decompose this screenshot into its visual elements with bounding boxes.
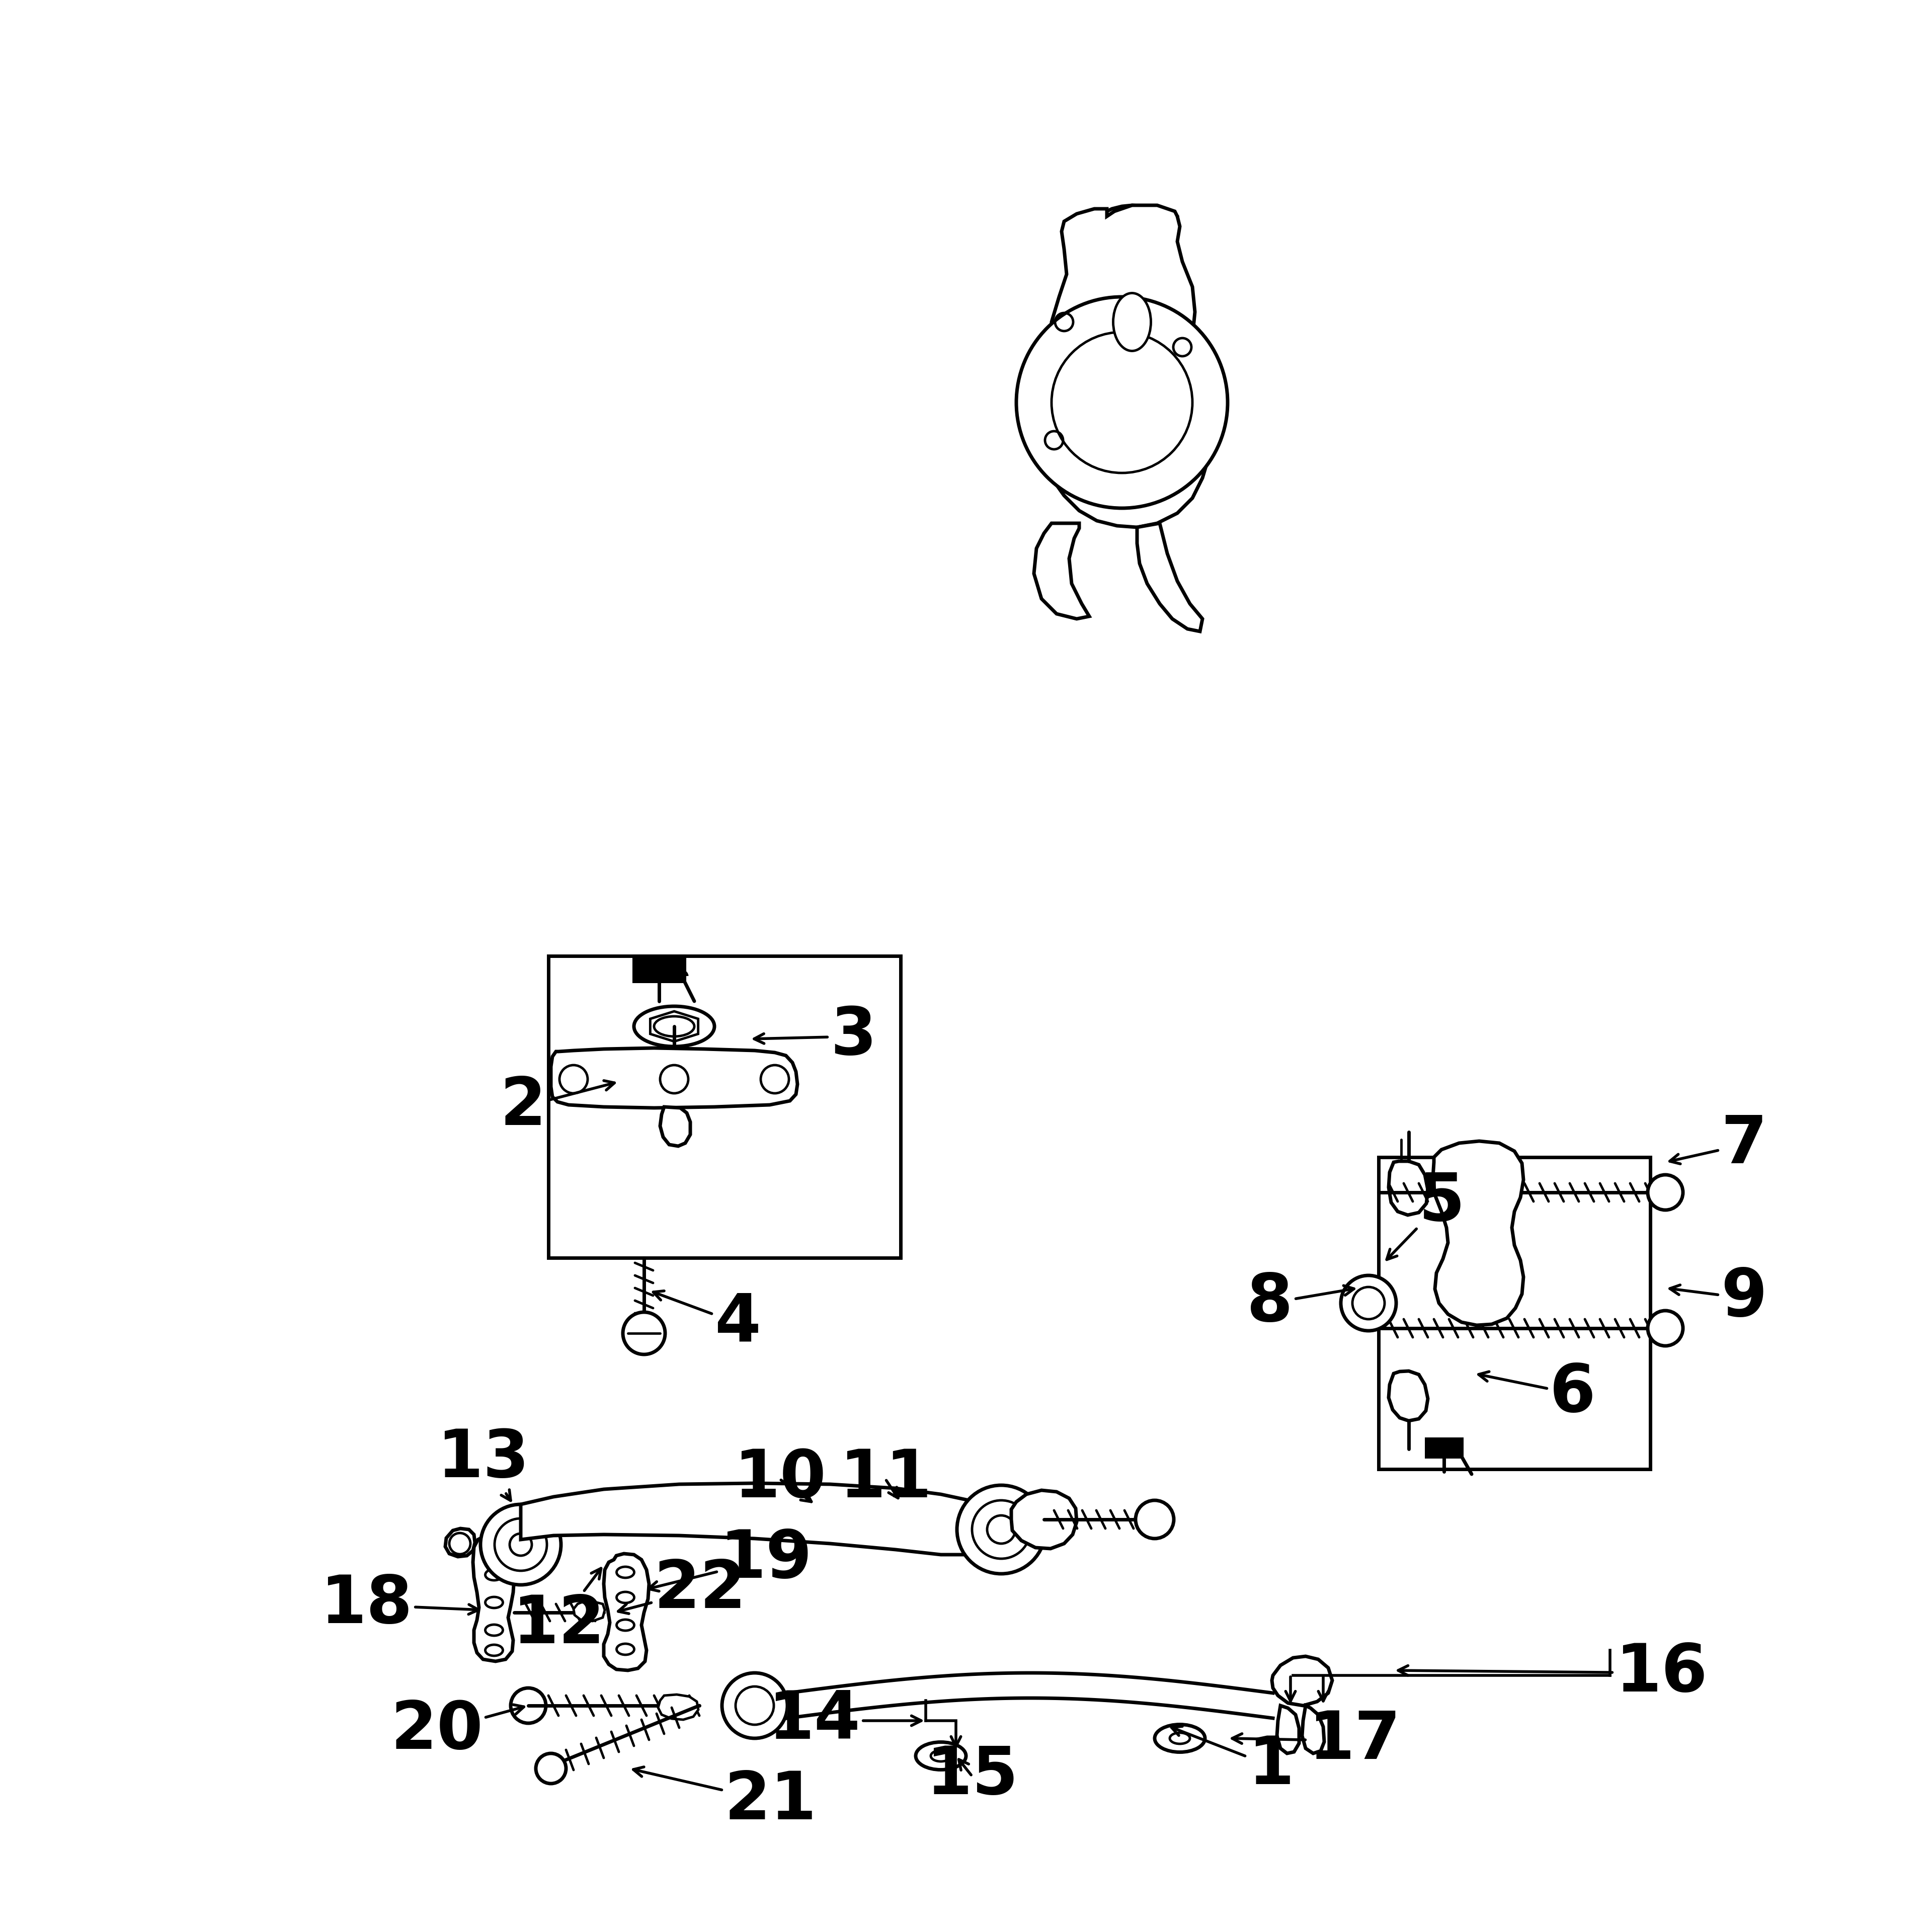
Text: 21: 21 <box>634 1768 817 1833</box>
Ellipse shape <box>634 1007 715 1047</box>
Polygon shape <box>1138 524 1202 632</box>
Polygon shape <box>1107 205 1177 232</box>
Text: 14: 14 <box>767 1689 922 1752</box>
Text: 17: 17 <box>1233 1710 1401 1774</box>
Text: 3: 3 <box>753 1005 877 1068</box>
Polygon shape <box>659 1694 697 1719</box>
Polygon shape <box>661 1107 690 1146</box>
Polygon shape <box>574 1602 605 1621</box>
Bar <box>1379 1157 1650 1468</box>
Polygon shape <box>522 1484 1014 1555</box>
Circle shape <box>723 1673 788 1739</box>
Text: 16: 16 <box>1399 1640 1708 1704</box>
Circle shape <box>1648 1175 1683 1209</box>
Circle shape <box>761 1065 788 1094</box>
Polygon shape <box>1389 1372 1428 1420</box>
Circle shape <box>560 1065 587 1094</box>
Text: 15: 15 <box>925 1745 1018 1808</box>
Circle shape <box>1136 1501 1175 1538</box>
Text: 12: 12 <box>512 1569 605 1658</box>
Ellipse shape <box>1113 294 1151 352</box>
Text: 1: 1 <box>1171 1727 1294 1799</box>
Polygon shape <box>603 1553 649 1671</box>
Circle shape <box>622 1312 665 1354</box>
Text: 5: 5 <box>1387 1171 1464 1260</box>
Circle shape <box>510 1689 547 1723</box>
Ellipse shape <box>916 1743 966 1770</box>
Polygon shape <box>1034 524 1090 618</box>
Circle shape <box>956 1486 1045 1575</box>
Text: 19: 19 <box>649 1528 811 1592</box>
Polygon shape <box>1271 1656 1333 1706</box>
Circle shape <box>661 1065 688 1094</box>
Circle shape <box>535 1754 566 1783</box>
Polygon shape <box>551 1047 798 1107</box>
Polygon shape <box>444 1528 475 1557</box>
Text: 13: 13 <box>437 1428 529 1501</box>
Text: 7: 7 <box>1669 1113 1768 1177</box>
Text: 6: 6 <box>1478 1362 1596 1426</box>
Text: 8: 8 <box>1246 1271 1354 1335</box>
Text: 9: 9 <box>1669 1265 1768 1329</box>
Polygon shape <box>473 1534 514 1662</box>
Bar <box>549 956 900 1258</box>
Polygon shape <box>1043 205 1213 527</box>
Ellipse shape <box>1155 1725 1206 1752</box>
Text: 11: 11 <box>838 1447 931 1511</box>
Text: 18: 18 <box>321 1573 479 1636</box>
Polygon shape <box>1010 1490 1076 1549</box>
Polygon shape <box>1434 1142 1524 1325</box>
Circle shape <box>1016 298 1227 508</box>
Text: 4: 4 <box>653 1291 761 1354</box>
Circle shape <box>1341 1275 1397 1331</box>
Text: 10: 10 <box>734 1447 827 1511</box>
Circle shape <box>1648 1310 1683 1347</box>
Text: 20: 20 <box>390 1698 524 1762</box>
Text: 22: 22 <box>618 1557 746 1621</box>
Circle shape <box>481 1505 560 1584</box>
Polygon shape <box>1389 1161 1428 1215</box>
Polygon shape <box>1277 1706 1298 1754</box>
Text: 2: 2 <box>500 1074 614 1138</box>
Polygon shape <box>1302 1706 1323 1754</box>
